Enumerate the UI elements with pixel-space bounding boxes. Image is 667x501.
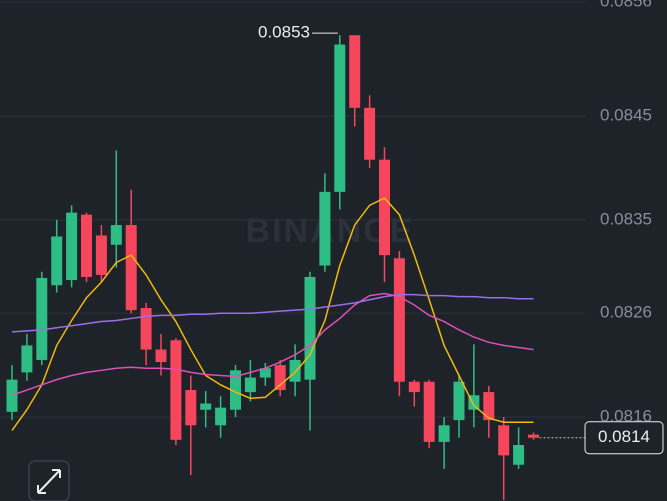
- moving-average-line: [11, 293, 534, 333]
- candle-body: [364, 107, 376, 160]
- candle-body: [289, 359, 301, 382]
- candle-body: [408, 381, 420, 393]
- candle-body: [6, 379, 18, 412]
- candle-body: [423, 381, 435, 442]
- high-label: 0.0853: [258, 23, 310, 42]
- candle-body: [468, 395, 480, 410]
- candle-body: [274, 365, 286, 391]
- candle-body: [379, 159, 390, 256]
- moving-average-line: [11, 197, 534, 431]
- y-tick-label: 0.0826: [600, 303, 652, 322]
- candle-body: [66, 212, 78, 281]
- y-tick-label: 0.0856: [600, 0, 652, 10]
- candle-body: [110, 225, 122, 245]
- candle-body: [513, 445, 525, 465]
- candle-body: [334, 44, 346, 192]
- candle-body: [230, 370, 241, 410]
- candle-body: [528, 434, 539, 438]
- candle-body: [319, 191, 331, 266]
- y-tick-label: 0.0845: [600, 106, 652, 125]
- candle-body: [304, 276, 316, 380]
- candle-body: [349, 35, 361, 108]
- candle-body: [95, 235, 107, 275]
- candle-body: [438, 425, 450, 442]
- candle-body: [498, 425, 510, 456]
- y-tick-label: 0.0816: [600, 406, 652, 425]
- candle-body: [170, 340, 182, 440]
- last-price-box: [584, 421, 664, 455]
- candle-body: [244, 377, 256, 393]
- candle-body: [259, 368, 271, 378]
- candle-body: [140, 308, 152, 350]
- expand-button[interactable]: [28, 460, 70, 501]
- plot: [6, 32, 664, 500]
- moving-average-line: [11, 292, 534, 396]
- candle-body: [125, 225, 137, 311]
- expand-icon: [37, 469, 61, 494]
- candle-body: [200, 403, 212, 410]
- candle-body: [51, 236, 63, 286]
- candle-body: [81, 214, 92, 277]
- candle-body: [21, 345, 33, 373]
- candle-body: [36, 277, 48, 360]
- candle-body: [185, 390, 197, 426]
- candle-body: [393, 258, 405, 382]
- y-tick-label: 0.0835: [600, 209, 652, 228]
- last-price-label: 0.0814: [598, 427, 650, 446]
- candle-body: [155, 349, 167, 363]
- candle-body: [215, 407, 227, 426]
- candle-body: [453, 381, 465, 421]
- candle-body: [483, 392, 495, 421]
